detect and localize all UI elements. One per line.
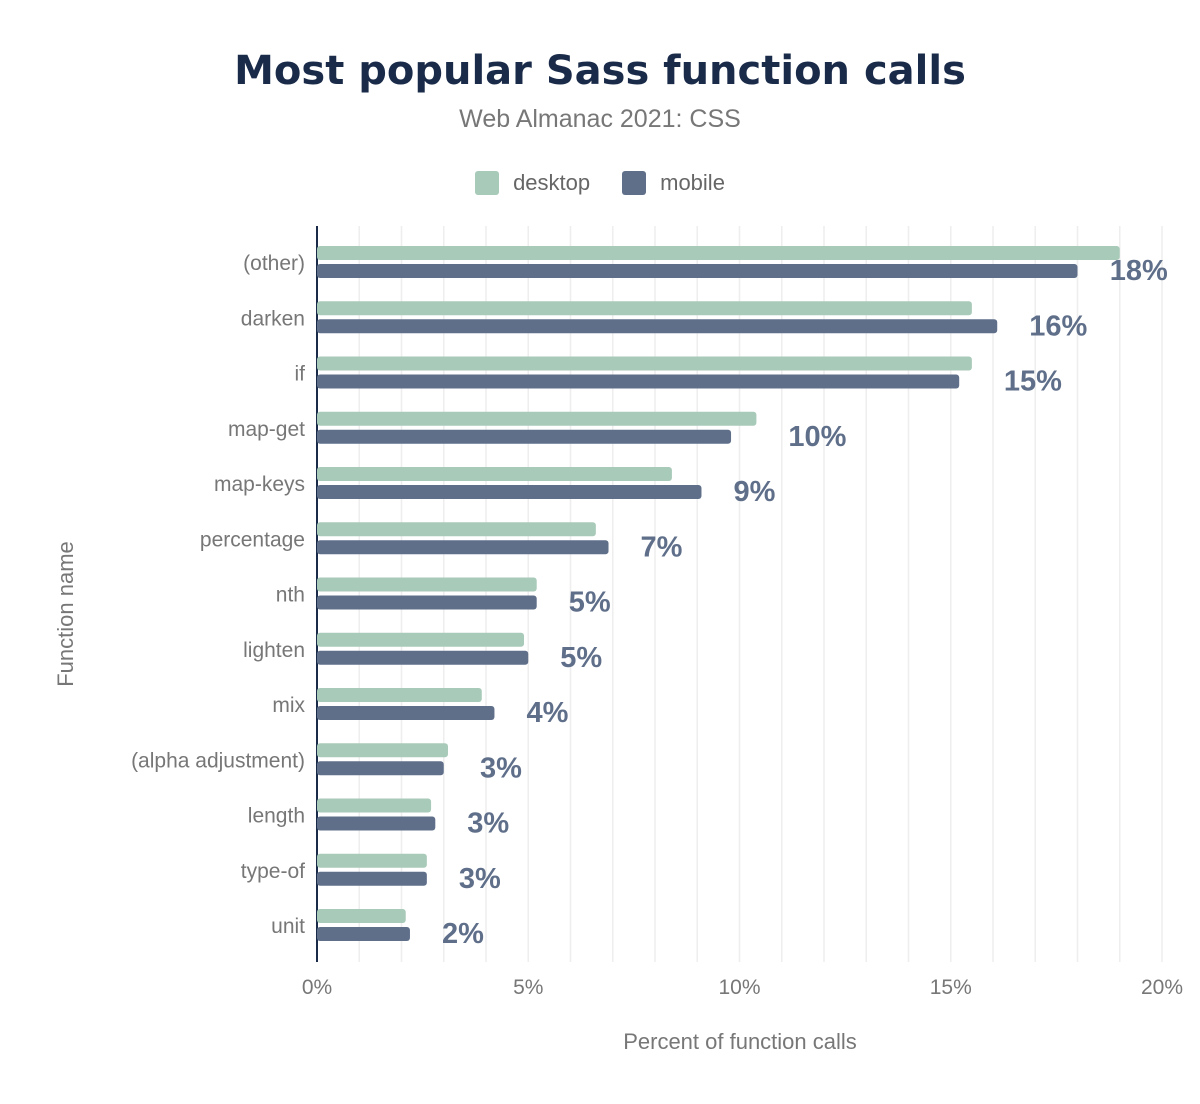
y-tick-label: lighten (243, 639, 305, 662)
data-label: 3% (467, 808, 509, 840)
data-label: 5% (569, 587, 611, 619)
bar-desktop (317, 577, 537, 592)
legend-label-desktop: desktop (513, 170, 591, 195)
data-label: 16% (1029, 310, 1087, 342)
y-tick-label: map-keys (214, 473, 305, 496)
bar-desktop (317, 632, 525, 647)
bar-desktop (317, 688, 482, 702)
bar-desktop (317, 467, 672, 481)
data-label: 10% (788, 421, 846, 453)
chart-title: Most popular Sass function calls (234, 48, 966, 94)
y-tick-label: darken (241, 307, 305, 330)
x-tick-label: 15% (930, 976, 972, 999)
bar-desktop (317, 356, 972, 371)
data-label: 5% (560, 642, 602, 674)
legend: desktop mobile (0, 170, 1200, 196)
data-label: 2% (442, 918, 484, 950)
bar-desktop (317, 411, 757, 426)
x-tick-label: 5% (513, 976, 543, 999)
y-tick-label: (alpha adjustment) (131, 749, 305, 772)
bar-mobile (317, 650, 529, 665)
bar-mobile (317, 761, 444, 776)
y-tick-label: unit (271, 915, 305, 938)
legend-swatch-desktop (475, 171, 500, 195)
bar-desktop (317, 743, 448, 758)
bar-desktop (317, 798, 432, 813)
bar-desktop (317, 909, 406, 923)
bar-desktop (317, 246, 1120, 260)
bar-mobile (317, 595, 537, 610)
y-tick-label: percentage (200, 528, 305, 551)
data-label: 15% (1004, 366, 1062, 398)
x-tick-label: 10% (718, 976, 760, 999)
data-label: 3% (459, 863, 501, 895)
bar-mobile (317, 706, 495, 720)
y-tick-label: nth (276, 584, 305, 607)
bar-mobile (317, 485, 702, 499)
bar-mobile (317, 540, 609, 555)
legend-swatch-mobile (622, 171, 647, 195)
y-tick-label: length (248, 805, 305, 828)
bar-desktop (317, 301, 972, 316)
data-label: 3% (480, 752, 522, 784)
y-axis-title: Function name (53, 541, 78, 687)
y-tick-label: map-get (228, 418, 305, 441)
bar-mobile (317, 319, 998, 334)
data-label: 9% (733, 476, 775, 508)
data-label: 4% (526, 697, 568, 729)
y-tick-label: mix (272, 694, 305, 717)
bar-desktop (317, 853, 427, 868)
x-tick-label: 20% (1141, 976, 1183, 999)
data-label: 18% (1110, 255, 1168, 287)
y-tick-label: if (295, 363, 306, 386)
y-tick-label: (other) (243, 252, 305, 275)
bar-mobile (317, 374, 960, 389)
legend-item-desktop[interactable]: desktop (475, 170, 590, 196)
bar-mobile (317, 816, 436, 831)
bar-desktop (317, 522, 596, 537)
y-tick-label: type-of (241, 860, 305, 883)
bar-mobile (317, 429, 732, 444)
legend-label-mobile: mobile (660, 170, 725, 195)
bar-mobile (317, 927, 410, 941)
x-tick-label: 0% (302, 976, 332, 999)
bar-mobile (317, 871, 427, 886)
x-axis-title: Percent of function calls (623, 1029, 857, 1054)
bar-mobile (317, 264, 1078, 278)
chart-subtitle: Web Almanac 2021: CSS (459, 105, 741, 133)
data-label: 7% (641, 531, 683, 563)
legend-item-mobile[interactable]: mobile (622, 170, 725, 196)
